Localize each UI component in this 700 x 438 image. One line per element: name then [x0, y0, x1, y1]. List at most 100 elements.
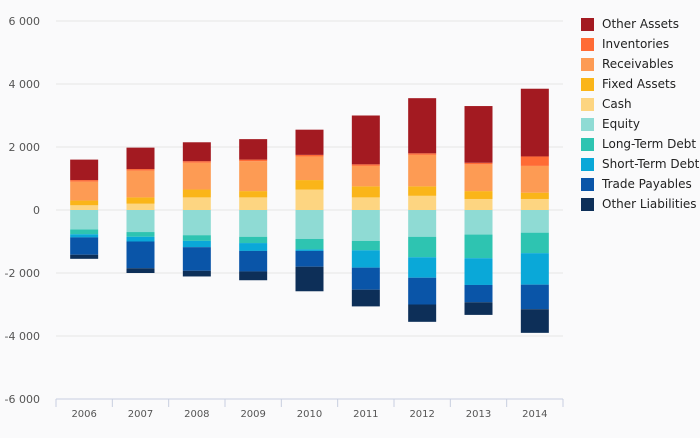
bar-trade-payables-2011[interactable] [351, 267, 380, 290]
legend-item-cash[interactable]: Cash [581, 94, 699, 114]
bar-cash-2009[interactable] [239, 197, 268, 210]
bar-cash-2006[interactable] [70, 205, 99, 210]
bar-receivables-2014[interactable] [520, 165, 549, 193]
bar-other-assets-2008[interactable] [182, 142, 211, 162]
bar-inventories-2006[interactable] [70, 180, 99, 182]
bar-receivables-2010[interactable] [295, 156, 324, 181]
bar-equity-2006[interactable] [70, 210, 99, 230]
bar-trade-payables-2009[interactable] [239, 250, 268, 272]
bar-fixed-assets-2013[interactable] [464, 191, 493, 199]
bar-other-liabilities-2013[interactable] [464, 302, 493, 315]
bar-inventories-2014[interactable] [520, 156, 549, 166]
bar-short-term-debt-2009[interactable] [239, 243, 268, 251]
bar-inventories-2010[interactable] [295, 154, 324, 157]
bar-equity-2008[interactable] [182, 210, 211, 236]
bar-cash-2007[interactable] [126, 203, 155, 210]
bar-long-term-debt-2013[interactable] [464, 234, 493, 259]
legend-item-other-assets[interactable]: Other Assets [581, 14, 699, 34]
bar-trade-payables-2007[interactable] [126, 241, 155, 269]
bar-fixed-assets-2006[interactable] [70, 200, 99, 206]
bar-long-term-debt-2014[interactable] [520, 232, 549, 254]
bar-fixed-assets-2014[interactable] [520, 192, 549, 199]
bar-other-assets-2010[interactable] [295, 129, 324, 155]
bar-other-liabilities-2011[interactable] [351, 289, 380, 307]
bar-equity-2012[interactable] [408, 210, 437, 237]
bar-other-assets-2013[interactable] [464, 106, 493, 163]
bar-trade-payables-2014[interactable] [520, 284, 549, 310]
legend-item-other-liabilities[interactable]: Other Liabilities [581, 194, 699, 214]
bar-equity-2011[interactable] [351, 210, 380, 241]
bar-short-term-debt-2010[interactable] [295, 249, 324, 251]
bar-receivables-2006[interactable] [70, 181, 99, 201]
legend-item-equity[interactable]: Equity [581, 114, 699, 134]
legend-item-long-term-debt[interactable]: Long-Term Debt [581, 134, 699, 154]
bar-other-liabilities-2014[interactable] [520, 309, 549, 333]
legend-item-receivables[interactable]: Receivables [581, 54, 699, 74]
bar-trade-payables-2006[interactable] [70, 237, 99, 255]
legend-item-trade-payables[interactable]: Trade Payables [581, 174, 699, 194]
bar-trade-payables-2008[interactable] [182, 247, 211, 271]
bar-fixed-assets-2010[interactable] [295, 180, 324, 190]
bar-short-term-debt-2011[interactable] [351, 250, 380, 268]
bar-inventories-2012[interactable] [408, 153, 437, 155]
bar-other-liabilities-2006[interactable] [70, 254, 99, 259]
bar-trade-payables-2010[interactable] [295, 250, 324, 267]
legend-item-fixed-assets[interactable]: Fixed Assets [581, 74, 699, 94]
bar-short-term-debt-2007[interactable] [126, 236, 155, 242]
bar-fixed-assets-2009[interactable] [239, 191, 268, 198]
bar-cash-2010[interactable] [295, 189, 324, 210]
bar-inventories-2008[interactable] [182, 161, 211, 163]
bar-cash-2012[interactable] [408, 195, 437, 210]
bar-other-assets-2006[interactable] [70, 159, 99, 181]
bar-long-term-debt-2012[interactable] [408, 236, 437, 258]
bar-other-liabilities-2010[interactable] [295, 266, 324, 292]
bar-other-liabilities-2009[interactable] [239, 271, 268, 281]
bar-receivables-2011[interactable] [351, 165, 380, 187]
bar-long-term-debt-2006[interactable] [70, 229, 99, 235]
bar-short-term-debt-2006[interactable] [70, 234, 99, 238]
bar-other-assets-2007[interactable] [126, 147, 155, 170]
bar-fixed-assets-2007[interactable] [126, 197, 155, 204]
bar-long-term-debt-2011[interactable] [351, 240, 380, 251]
bar-inventories-2013[interactable] [464, 162, 493, 165]
bar-short-term-debt-2008[interactable] [182, 240, 211, 248]
bar-receivables-2009[interactable] [239, 161, 268, 192]
bar-receivables-2013[interactable] [464, 164, 493, 192]
bar-other-assets-2009[interactable] [239, 139, 268, 160]
bar-equity-2014[interactable] [520, 210, 549, 233]
bar-fixed-assets-2011[interactable] [351, 186, 380, 198]
legend-item-short-term-debt[interactable]: Short-Term Debt [581, 154, 699, 174]
bar-equity-2013[interactable] [464, 210, 493, 235]
bar-cash-2011[interactable] [351, 197, 380, 210]
bar-inventories-2011[interactable] [351, 164, 380, 166]
bar-short-term-debt-2012[interactable] [408, 257, 437, 278]
bar-other-assets-2011[interactable] [351, 115, 380, 165]
bar-long-term-debt-2009[interactable] [239, 236, 268, 244]
bar-other-liabilities-2008[interactable] [182, 270, 211, 277]
bar-long-term-debt-2008[interactable] [182, 235, 211, 241]
bar-receivables-2007[interactable] [126, 170, 155, 198]
bar-other-assets-2014[interactable] [520, 88, 549, 157]
bar-inventories-2007[interactable] [126, 169, 155, 171]
bar-equity-2009[interactable] [239, 210, 268, 237]
bar-other-liabilities-2007[interactable] [126, 268, 155, 273]
bar-other-assets-2012[interactable] [408, 98, 437, 154]
bar-other-liabilities-2012[interactable] [408, 304, 437, 322]
bar-trade-payables-2012[interactable] [408, 277, 437, 305]
legend-item-inventories[interactable]: Inventories [581, 34, 699, 54]
bar-short-term-debt-2013[interactable] [464, 258, 493, 285]
bar-inventories-2009[interactable] [239, 159, 268, 162]
bar-long-term-debt-2010[interactable] [295, 238, 324, 250]
bar-receivables-2012[interactable] [408, 154, 437, 187]
bar-short-term-debt-2014[interactable] [520, 253, 549, 285]
bar-equity-2010[interactable] [295, 210, 324, 239]
bar-trade-payables-2013[interactable] [464, 284, 493, 303]
bar-equity-2007[interactable] [126, 210, 155, 233]
bar-cash-2008[interactable] [182, 197, 211, 210]
bar-receivables-2008[interactable] [182, 162, 211, 190]
bar-cash-2013[interactable] [464, 198, 493, 210]
bar-long-term-debt-2007[interactable] [126, 232, 155, 237]
bar-fixed-assets-2012[interactable] [408, 186, 437, 196]
bar-fixed-assets-2008[interactable] [182, 189, 211, 198]
bar-cash-2014[interactable] [520, 198, 549, 210]
